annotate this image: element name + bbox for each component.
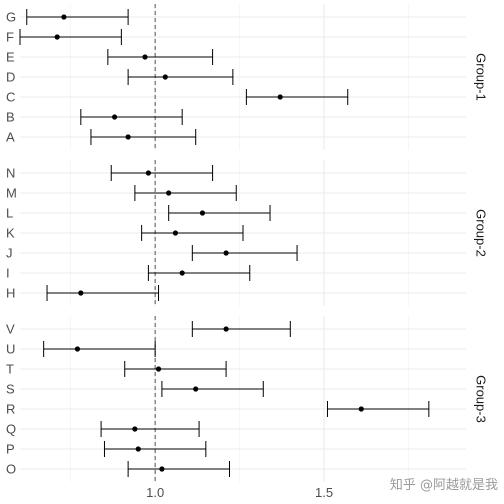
category-label-S: S	[6, 382, 15, 397]
category-label-P: P	[6, 442, 15, 457]
point-estimate-D	[162, 74, 168, 80]
category-label-I: I	[6, 266, 10, 281]
point-estimate-T	[155, 366, 162, 372]
category-label-T: T	[6, 362, 14, 377]
category-label-M: M	[6, 186, 17, 201]
category-label-A: A	[6, 130, 15, 145]
point-estimate-A	[125, 134, 131, 140]
category-label-U: U	[6, 342, 15, 357]
category-label-Q: Q	[6, 422, 16, 437]
point-estimate-C	[277, 94, 283, 100]
point-estimate-B	[112, 114, 118, 120]
mark-layer	[19, 9, 430, 477]
category-label-F: F	[6, 30, 14, 45]
category-label-H: H	[6, 286, 15, 301]
point-estimate-E	[142, 54, 148, 60]
point-estimate-M	[166, 190, 172, 196]
category-label-E: E	[6, 50, 15, 65]
category-label-B: B	[6, 110, 15, 125]
category-label-R: R	[6, 402, 15, 417]
facet-label-group-1: Group-1	[474, 53, 489, 101]
category-label-J: J	[6, 246, 13, 261]
category-label-K: K	[6, 226, 15, 241]
point-estimate-H	[78, 290, 84, 296]
facet-label-group-3: Group-3	[474, 375, 489, 423]
category-label-O: O	[6, 462, 16, 477]
category-label-V: V	[6, 322, 15, 337]
facet-label-group-2: Group-2	[474, 209, 489, 257]
watermark-text: 知乎 @阿越就是我	[390, 477, 498, 493]
point-estimate-O	[159, 466, 165, 472]
point-estimate-F	[54, 34, 60, 40]
point-estimate-I	[179, 270, 185, 276]
category-label-N: N	[6, 166, 15, 181]
point-estimate-P	[135, 446, 141, 452]
x-tick-label: 1.5	[315, 485, 333, 500]
point-estimate-L	[199, 210, 206, 216]
x-tick-label: 1.0	[146, 485, 164, 500]
point-estimate-R	[358, 406, 364, 412]
point-estimate-S	[193, 386, 199, 392]
category-label-L: L	[6, 206, 13, 221]
point-estimate-K	[172, 230, 179, 236]
point-estimate-U	[74, 346, 81, 352]
point-estimate-N	[145, 170, 151, 176]
point-estimate-G	[61, 14, 67, 20]
category-label-D: D	[6, 70, 15, 85]
category-label-C: C	[6, 90, 15, 105]
point-estimate-V	[223, 326, 229, 332]
category-label-G: G	[6, 10, 16, 25]
point-estimate-J	[223, 250, 229, 256]
point-estimate-Q	[132, 426, 138, 432]
